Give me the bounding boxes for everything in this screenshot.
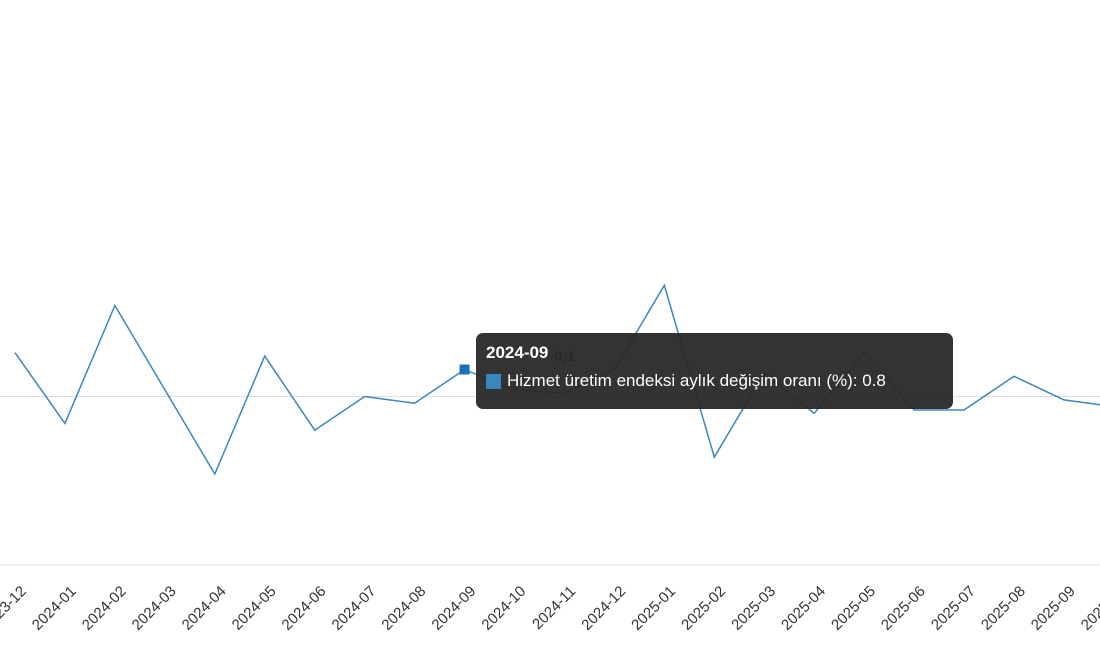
tooltip-text: Hizmet üretim endeksi aylık değişim oran… — [507, 371, 886, 390]
x-tick-label: 2024-03 — [129, 583, 180, 634]
tooltip-swatch — [486, 373, 501, 389]
x-tick-label: 2024-12 — [578, 583, 629, 634]
active-marker — [459, 364, 470, 375]
x-tick-label: 2024-10 — [478, 583, 529, 634]
tooltip-title: 2024-09 — [486, 343, 549, 362]
x-tick-label: 2025-06 — [878, 583, 929, 634]
x-tick-label: 2024-08 — [378, 583, 429, 634]
tooltip-row: Hizmet üretim endeksi aylık değişim oran… — [486, 371, 943, 391]
x-tick-label: 2025-02 — [678, 583, 729, 634]
x-tick-label: 2025-09 — [1028, 583, 1079, 634]
x-tick-label: 2025-01 — [628, 583, 679, 634]
x-tick-label: 2024-05 — [229, 583, 280, 634]
x-tick-label: 2024-01 — [29, 583, 80, 634]
x-tick-label: 2025-05 — [828, 583, 879, 634]
x-tick-label: 2025-10 — [1078, 583, 1100, 634]
x-tick-label: 2024-09 — [428, 583, 479, 634]
x-tick-label: 2024-06 — [279, 583, 330, 634]
x-tick-label: 2023-12 — [0, 583, 30, 634]
x-tick-label: 2024-04 — [179, 583, 230, 634]
x-tick-label: 2025-03 — [728, 583, 779, 634]
tooltip: 2024-09 Hizmet üretim endeksi aylık deği… — [476, 333, 953, 409]
x-tick-label: 2025-07 — [928, 583, 979, 634]
x-tick-label: 2024-02 — [79, 583, 130, 634]
x-tick-label: 2024-11 — [529, 583, 579, 633]
x-tick-label: 2025-04 — [778, 583, 829, 634]
x-tick-label: 2024-07 — [329, 583, 380, 634]
x-tick-label: 2025-08 — [978, 583, 1029, 634]
